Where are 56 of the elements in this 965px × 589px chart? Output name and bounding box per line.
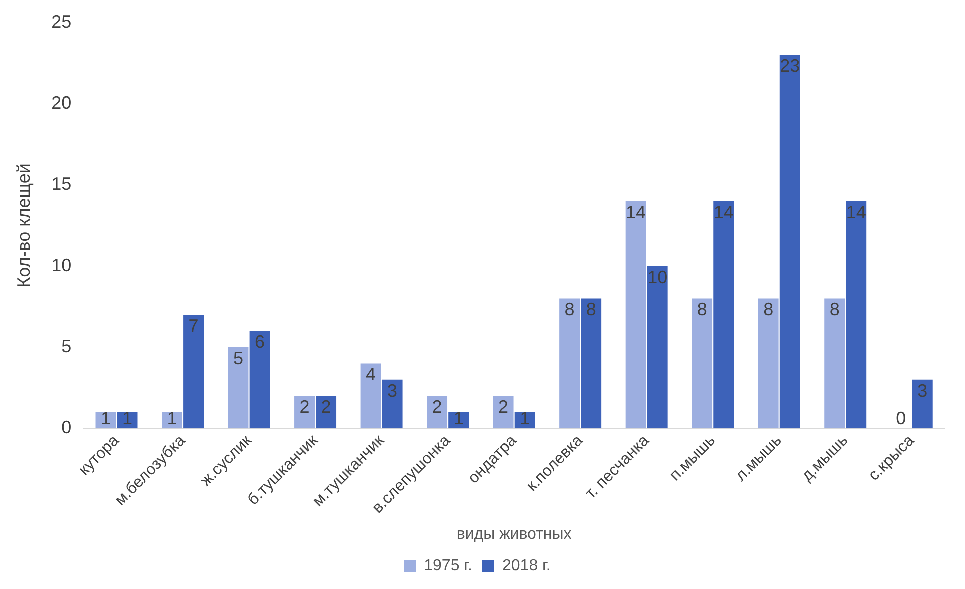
data-label: 10 — [648, 267, 668, 288]
y-tick-label: 0 — [62, 418, 72, 438]
data-label: 2 — [300, 397, 310, 418]
data-label: 14 — [846, 202, 866, 222]
bar — [360, 364, 382, 429]
data-label: 7 — [188, 316, 199, 336]
bar — [824, 298, 846, 429]
data-label: 23 — [780, 56, 800, 76]
y-tick-label: 20 — [52, 92, 72, 113]
bar — [692, 298, 713, 429]
bar — [294, 396, 315, 429]
data-label: 1 — [520, 408, 530, 429]
bar — [493, 396, 514, 429]
data-label: 8 — [586, 300, 596, 320]
data-label: 1 — [167, 408, 178, 429]
bar — [184, 314, 204, 429]
data-label: 5 — [233, 348, 244, 368]
data-label: 8 — [697, 300, 708, 320]
bar — [846, 201, 867, 429]
data-label: 14 — [626, 202, 646, 222]
legend-label: 1975 г. — [424, 557, 473, 574]
data-label: 1 — [454, 408, 464, 429]
bar — [647, 266, 668, 429]
legend-label: 2018 г. — [502, 557, 551, 574]
bar — [382, 380, 403, 429]
y-tick-label: 5 — [62, 336, 72, 356]
y-tick-label: 10 — [52, 255, 72, 276]
data-label: 3 — [388, 380, 398, 401]
bar — [560, 298, 580, 429]
data-label: 3 — [918, 380, 928, 401]
data-label: 14 — [714, 202, 734, 222]
data-label: 2 — [321, 397, 332, 418]
y-axis-title: Кол-во клещей — [14, 164, 34, 288]
data-label: 8 — [564, 300, 575, 320]
data-label: 2 — [432, 397, 442, 418]
y-tick-label: 25 — [52, 12, 72, 32]
data-label: 0 — [896, 408, 906, 429]
data-label: 6 — [255, 332, 266, 352]
data-label: 1 — [122, 408, 133, 429]
bar — [427, 396, 448, 429]
data-label: 1 — [100, 408, 111, 429]
data-label: 8 — [830, 300, 840, 320]
y-tick-label: 15 — [52, 174, 72, 194]
bar — [250, 331, 270, 429]
x-axis-title: виды животных — [456, 526, 572, 543]
data-label: 8 — [764, 300, 774, 320]
bar — [316, 396, 337, 429]
bar — [714, 201, 734, 429]
bar — [228, 347, 249, 429]
data-label: 2 — [498, 397, 509, 418]
bar — [780, 55, 800, 429]
bar — [912, 380, 933, 429]
data-label: 4 — [366, 364, 376, 385]
bar — [626, 201, 646, 429]
bar — [758, 298, 779, 429]
bar — [581, 298, 602, 429]
